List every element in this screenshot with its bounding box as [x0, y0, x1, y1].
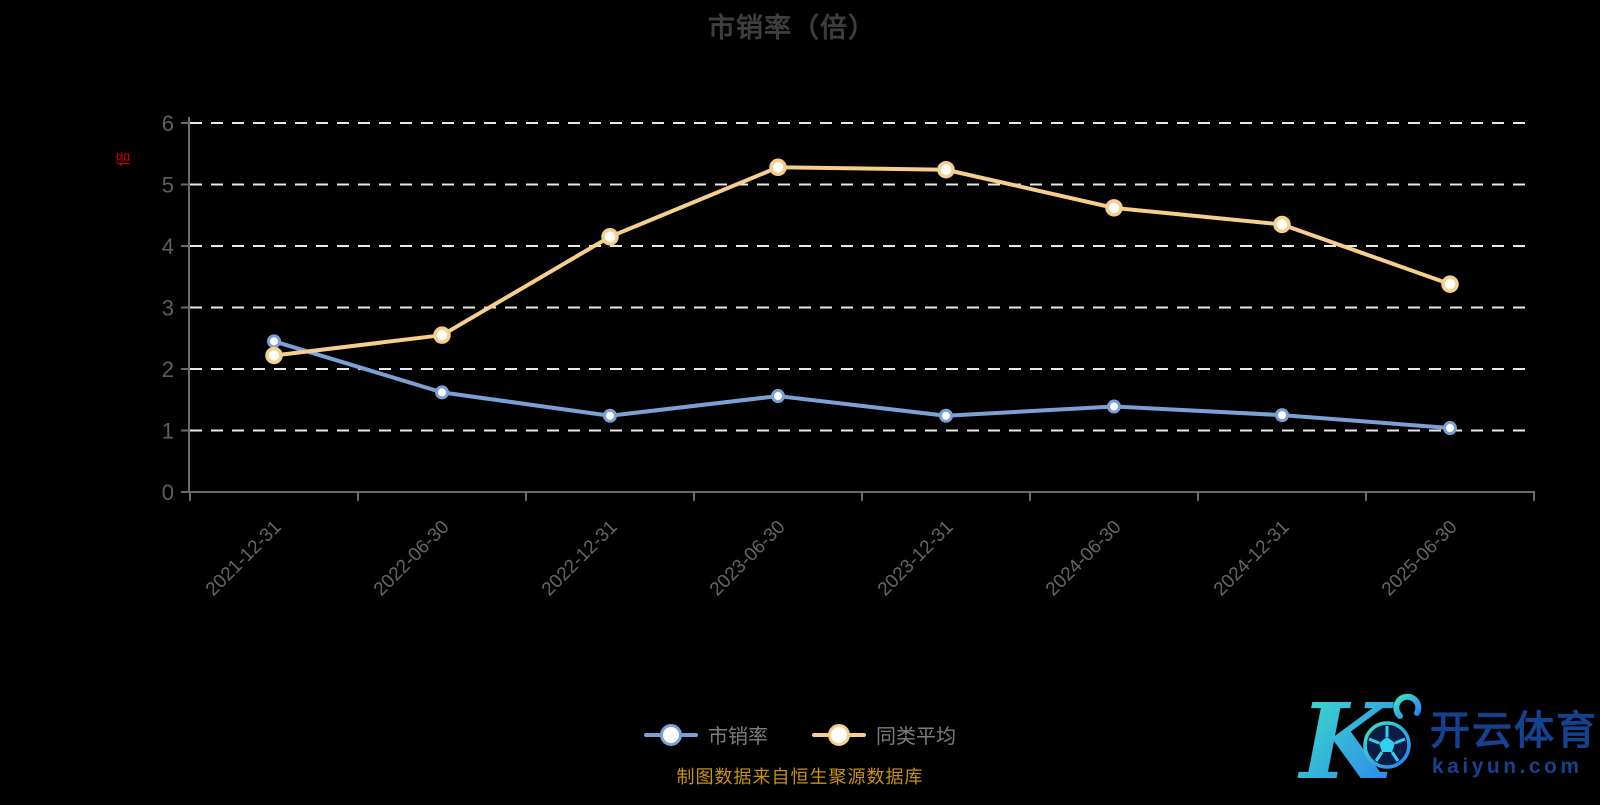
data-point[interactable] [937, 160, 955, 179]
series-line-peer-avg [272, 165, 1452, 358]
y-axis-label: 1 [162, 419, 174, 444]
x-axis-label: 2025-06-30 [1378, 517, 1462, 601]
watermark-brand-text: 开云体育 [1430, 709, 1598, 753]
x-axis-label: 2021-12-31 [202, 517, 286, 601]
x-axis-label: 2023-06-30 [706, 517, 790, 601]
data-point[interactable] [433, 326, 451, 344]
data-point[interactable] [939, 408, 953, 423]
data-point[interactable] [265, 346, 283, 365]
footer-note: 制图数据来自恒生聚源数据库 [676, 767, 924, 787]
legend: 市销率 同类平均 [0, 720, 1600, 749]
data-point[interactable] [435, 385, 449, 400]
x-axis-label: 2022-12-31 [538, 517, 622, 601]
data-point[interactable] [1441, 275, 1459, 293]
y-axis-label: 0 [162, 480, 174, 505]
data-point[interactable] [771, 389, 785, 404]
plot-area: 0 1 2 3 4 5 6 2021-12-31 2022-06-30 2022-12-31 202… [162, 111, 1535, 601]
x-axis-label: 2023-12-31 [874, 517, 958, 601]
x-axis-label: 2022-06-30 [370, 517, 454, 601]
chart-title: 市销率（倍） [708, 13, 876, 43]
legend-marker-peer-avg-icon [812, 722, 866, 748]
legend-marker-psr-icon [644, 722, 698, 748]
y-axis-label: 2 [162, 357, 174, 382]
data-point[interactable] [1275, 408, 1289, 423]
series-line-psr [272, 339, 1452, 431]
x-axis-label: 2024-12-31 [1210, 517, 1294, 601]
data-point[interactable] [1273, 215, 1291, 234]
watermark: K 开云体育 kaiyun.com [1288, 676, 1600, 803]
data-point[interactable] [601, 228, 619, 246]
y-axis-label: 3 [162, 296, 174, 321]
soccer-ball-icon [1363, 721, 1411, 769]
x-axis-label: 2024-06-30 [1042, 517, 1126, 601]
data-point[interactable] [603, 408, 617, 423]
watermark-domain-text: kaiyun.com [1432, 755, 1583, 778]
data-point[interactable] [267, 334, 281, 349]
legend-label-psr: 市销率 [708, 726, 768, 748]
legend-item-peer-avg[interactable]: 同类平均 [812, 720, 956, 749]
data-point[interactable] [1105, 199, 1123, 217]
data-point[interactable] [1443, 421, 1457, 436]
y-axis-label: 4 [162, 234, 174, 259]
data-point[interactable] [769, 158, 787, 177]
data-point[interactable] [1107, 399, 1121, 414]
legend-label-peer-avg: 同类平均 [876, 726, 956, 748]
y-axis-label: 6 [162, 111, 174, 136]
y-axis-label: 5 [162, 173, 174, 198]
legend-item-psr[interactable]: 市销率 [644, 720, 768, 749]
